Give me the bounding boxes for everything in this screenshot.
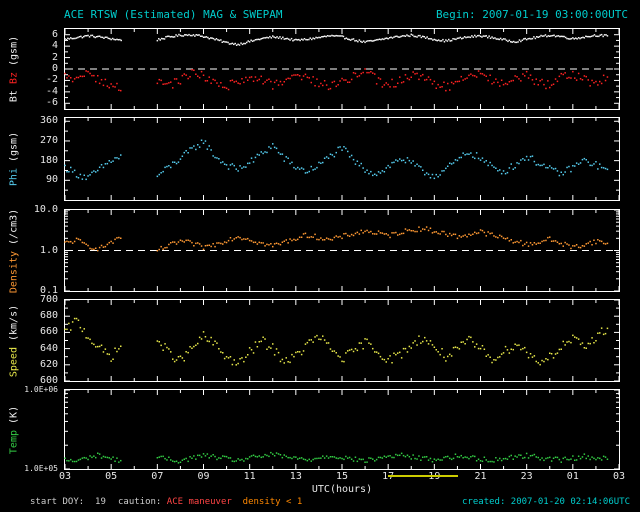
plot-header: ACE RTSW (Estimated) MAG & SWEPAM Begin:… <box>64 8 628 21</box>
y-tick-label: 660 <box>39 326 58 338</box>
panel-plot-speed <box>64 299 620 382</box>
panel-density: 10.0 1.0 0.1 Density (/cm3) <box>0 205 640 296</box>
y-tick-label: 10.0 <box>33 204 58 215</box>
y-tick-label: 0 <box>51 63 58 74</box>
y-axis-label-phi: Phi (gsm) <box>9 132 20 186</box>
panel-plot-phi <box>64 117 620 201</box>
y-tick-label: -6 <box>45 97 58 109</box>
panel-plot-bt-bz <box>64 28 620 110</box>
caution-label: caution: <box>118 497 167 507</box>
y-tick-label: 90 <box>45 174 58 186</box>
plot-footer: start DOY: 19 caution: ACE maneuver dens… <box>0 497 640 509</box>
y-axis-label-part: Density <box>8 244 20 293</box>
begin-timestamp: Begin: 2007-01-19 03:00:00UTC <box>435 8 628 21</box>
y-tick-label: 6 <box>51 28 58 40</box>
x-tick-label: 15 <box>335 471 349 482</box>
y-axis-label-part: (gsm) <box>8 131 20 163</box>
x-tick-label: 17 <box>378 471 398 482</box>
y-axis-label-part: Speed <box>8 340 20 377</box>
y-axis-label-part: (K) <box>8 405 20 424</box>
x-tick-label: 09 <box>197 471 210 482</box>
y-tick-label: -4 <box>45 85 58 97</box>
y-tick-label: 270 <box>39 134 58 146</box>
panel-plot-density <box>64 209 620 292</box>
y-axis-label-part: Temp <box>8 423 20 454</box>
x-tick-label: 13 <box>289 471 302 482</box>
x-tick-label: 05 <box>105 471 118 482</box>
start-doy-label: start DOY: 19 <box>30 497 106 507</box>
y-tick-label: 2 <box>51 51 58 63</box>
y-axis-label-part: Bz <box>8 65 20 85</box>
y-tick-label: 680 <box>39 310 58 322</box>
y-tick-label: 640 <box>39 342 58 354</box>
panel-bt-bz: 6 4 2 0 -2 -4 -6 Bt Bz (gsm) <box>0 28 640 110</box>
panel-speed: 700 680 660 640 620 600 Speed (km/s) <box>0 295 640 386</box>
x-axis-title: UTC(hours) <box>311 484 373 495</box>
plot-title: ACE RTSW (Estimated) MAG & SWEPAM <box>64 8 283 21</box>
y-axis-label-density: Density (/cm3) <box>9 208 20 292</box>
y-tick-label: 1.0E+06 <box>24 385 58 394</box>
y-tick-label: 1.0E+05 <box>24 464 58 473</box>
y-tick-label: 180 <box>39 154 58 166</box>
y-tick-label: 1.0 <box>39 244 58 256</box>
y-tick-label: -2 <box>45 74 58 86</box>
y-axis-label-bt-bz: Bt Bz (gsm) <box>9 36 20 102</box>
y-tick-label: 600 <box>39 375 58 386</box>
x-tick-label: 11 <box>243 471 256 482</box>
y-tick-label: 360 <box>39 115 58 127</box>
x-tick-label: 23 <box>520 471 533 482</box>
x-tick-label: 01 <box>566 471 579 482</box>
y-axis-label-part: (/cm3) <box>8 208 20 245</box>
y-axis-label-part: Phi <box>8 162 20 187</box>
y-axis-label-speed: Speed (km/s) <box>9 304 20 376</box>
created-timestamp: created: 2007-01-20 02:14:06UTC <box>462 497 630 507</box>
x-tick-label: 07 <box>151 471 164 482</box>
x-axis-tick-labels: 03050709111315171921230103 <box>0 471 640 484</box>
caution-maneuver-label: ACE maneuver <box>166 497 232 507</box>
caution-density-label: density < 1 <box>231 497 303 507</box>
x-tick-label: 03 <box>612 471 626 482</box>
y-tick-label: 4 <box>51 40 58 52</box>
y-tick-label: 700 <box>39 294 58 305</box>
caution-period-bar <box>388 475 458 477</box>
panel-plot-temp <box>64 389 620 470</box>
y-axis-label-part: (km/s) <box>8 304 20 341</box>
x-tick-label: 21 <box>474 471 487 482</box>
x-tick-label: 03 <box>58 471 72 482</box>
y-axis-label-part: (gsm) <box>8 35 20 66</box>
y-axis-label-part: Bt <box>8 84 20 103</box>
y-axis-label-temp: Temp (K) <box>9 405 20 453</box>
caution-note: caution: ACE maneuver density < 1 <box>118 497 302 507</box>
panel-temp: 1.0E+06 1.0E+05 Temp (K) <box>0 385 640 473</box>
y-tick-label: 620 <box>39 358 58 370</box>
y-tick-label: 0.1 <box>39 285 58 296</box>
panel-phi: 360 270 180 90 Phi (gsm) <box>0 115 640 201</box>
